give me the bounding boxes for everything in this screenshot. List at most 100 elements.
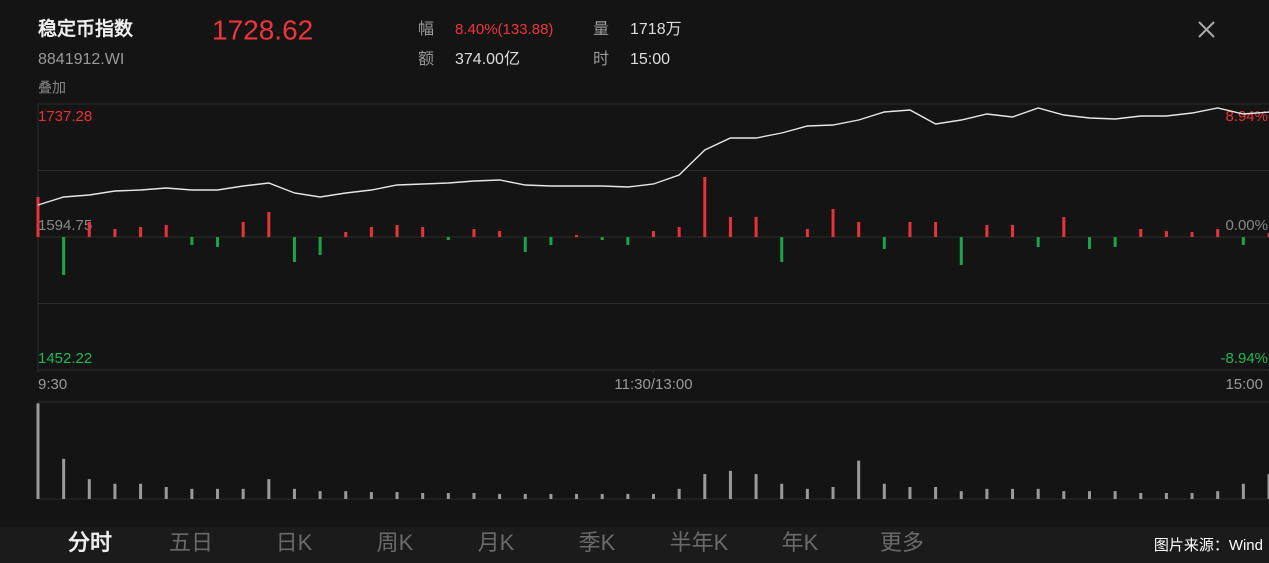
change-bar — [754, 217, 758, 237]
stat-value: 15:00 — [630, 51, 670, 68]
change-bar — [703, 176, 707, 237]
tab[interactable]: 周K — [377, 530, 414, 555]
volume-bar — [600, 493, 604, 499]
volume-bar — [882, 483, 886, 499]
change-bar — [523, 237, 527, 253]
change-bar — [677, 227, 681, 237]
code: 8841912.WI — [38, 51, 124, 68]
title: 稳定币指数 — [38, 17, 134, 40]
x-tick-label: 15:00 — [1225, 376, 1263, 393]
change-bar — [934, 221, 938, 237]
volume-bar — [754, 474, 758, 499]
overlay-button[interactable]: 叠加 — [38, 80, 66, 96]
stat-label: 额 — [418, 50, 434, 68]
y2-tick-label: -8.94% — [1220, 350, 1268, 367]
volume-bar — [677, 488, 681, 499]
change-bar — [498, 231, 502, 237]
change-bar — [882, 237, 886, 250]
change-bar — [857, 221, 861, 237]
volume-bar — [421, 492, 425, 499]
change-bar — [1062, 217, 1066, 237]
stat-value: 8.40%(133.88) — [455, 21, 553, 38]
tabs: 分时 五日 日K 周K 月K 季K 半年K 年K 更多 — [68, 530, 924, 555]
y2-tick-label: 8.94% — [1225, 108, 1268, 125]
tab[interactable]: 年K — [782, 530, 819, 555]
tab[interactable]: 日K — [276, 530, 313, 555]
volume-bar — [369, 492, 373, 499]
volume-bar — [934, 486, 938, 499]
volume-bar — [985, 488, 989, 499]
change-bar — [216, 237, 220, 247]
volume-bar — [344, 491, 348, 499]
change-bar — [1216, 228, 1220, 237]
volume-bar — [626, 493, 630, 499]
volume-bar — [703, 474, 707, 499]
volume-bar — [1139, 492, 1143, 499]
volume-bar — [1190, 492, 1194, 499]
volume-bar — [805, 488, 809, 499]
volume-bar — [292, 488, 296, 499]
volume-bar — [549, 493, 553, 499]
change-bar — [1190, 231, 1194, 237]
x-tick-label: 9:30 — [38, 376, 67, 393]
volume-bar — [139, 483, 143, 499]
tab[interactable]: 半年K — [670, 530, 729, 555]
x-tick-label: 11:30/13:00 — [614, 376, 692, 393]
stat-label: 时 — [593, 50, 609, 68]
volume-bar — [190, 488, 194, 499]
y-tick-label: 1737.28 — [38, 108, 92, 125]
change-bar — [959, 237, 963, 265]
tab[interactable]: 季K — [579, 530, 616, 555]
change-bar — [1139, 228, 1143, 237]
volume-bar — [318, 491, 322, 499]
tab[interactable]: 更多 — [880, 530, 924, 555]
volume-bar — [164, 486, 168, 499]
stat-value: 1718万 — [630, 21, 682, 38]
volume-bar — [446, 492, 450, 499]
change-bar — [1241, 237, 1245, 246]
chart: 1737.28 1594.75 1452.22 8.94% 0.00% -8.94% 9:3… — [36, 103, 1269, 500]
volume-bar — [87, 479, 91, 499]
volume-bar — [575, 493, 579, 499]
change-bar — [344, 231, 348, 237]
volume-bar — [728, 470, 732, 499]
change-bar — [190, 237, 194, 246]
change-bar — [395, 224, 399, 237]
close-button[interactable] — [1198, 21, 1215, 38]
tab[interactable]: 分时 — [68, 530, 112, 555]
volume-bar — [1011, 488, 1015, 499]
change-bar — [472, 228, 476, 237]
tab[interactable]: 月K — [478, 530, 515, 555]
price: 1728.62 — [212, 14, 313, 45]
volume-bar — [1267, 474, 1269, 499]
volume-bar — [908, 486, 912, 499]
change-bar — [626, 237, 630, 246]
volume-bar — [1241, 483, 1245, 499]
tab[interactable]: 五日 — [169, 530, 213, 555]
change-bar — [421, 227, 425, 237]
change-bar — [805, 228, 809, 237]
change-bar — [549, 237, 553, 246]
change-bar — [1267, 232, 1269, 237]
volume-bar — [780, 483, 784, 499]
change-bar — [831, 209, 835, 237]
volume-bar — [216, 488, 220, 499]
change-bar — [292, 237, 296, 263]
stat-label: 量 — [593, 21, 609, 38]
volume-bar — [523, 493, 527, 499]
volume-bar — [498, 493, 502, 499]
volume-bar — [267, 479, 271, 499]
y2-tick-label: 0.00% — [1225, 217, 1268, 234]
change-bar — [908, 221, 912, 237]
volume-bar — [241, 488, 245, 499]
change-bar — [36, 196, 40, 237]
volume-bar — [113, 483, 117, 499]
change-bar — [652, 231, 655, 237]
volume-bar — [1164, 492, 1168, 499]
change-bar — [600, 237, 604, 240]
change-bar — [728, 217, 732, 237]
change-bar — [575, 235, 579, 237]
y-tick-label: 1594.75 — [38, 217, 92, 234]
